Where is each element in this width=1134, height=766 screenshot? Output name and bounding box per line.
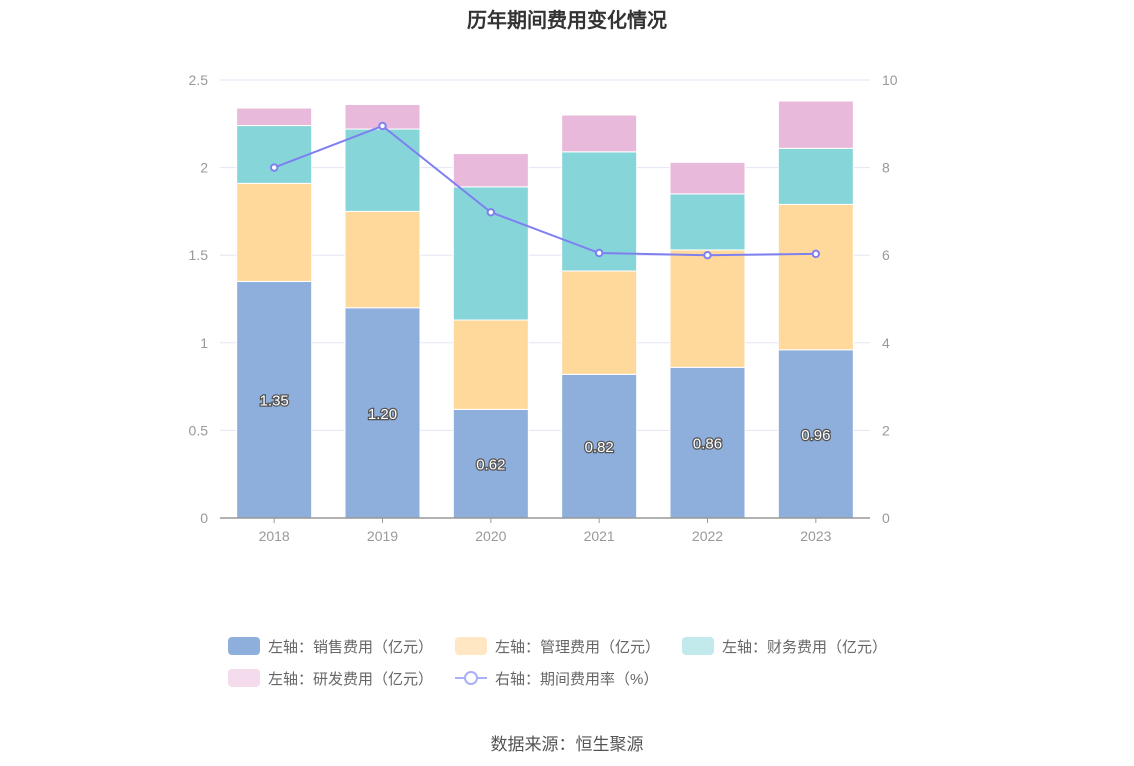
bar-segment bbox=[452, 186, 529, 321]
bar-segment bbox=[669, 249, 746, 368]
right-axis-tick-label: 0 bbox=[882, 510, 890, 526]
legend: 左轴：销售费用（亿元） 左轴：管理费用（亿元） 左轴：财务费用（亿元） 左轴：研… bbox=[228, 630, 948, 694]
bar-segment bbox=[669, 193, 746, 251]
left-axis-tick-label: 2.5 bbox=[189, 72, 209, 88]
bar-value-label: 0.86 bbox=[693, 436, 722, 453]
bar-value-label: 0.62 bbox=[476, 457, 505, 474]
legend-label-rnd: 左轴：研发费用（亿元） bbox=[268, 670, 434, 688]
legend-item-finance[interactable]: 左轴：财务费用（亿元） bbox=[682, 636, 887, 657]
legend-item-sales[interactable]: 左轴：销售费用（亿元） bbox=[228, 636, 433, 657]
legend-swatch-rate bbox=[455, 669, 488, 687]
left-axis-tick-label: 1.5 bbox=[189, 247, 209, 263]
rate-point bbox=[486, 208, 496, 217]
left-axis-tick-label: 2 bbox=[200, 160, 208, 176]
legend-swatch-finance bbox=[682, 637, 715, 655]
left-axis-tick-label: 1 bbox=[200, 335, 208, 351]
bar-segment bbox=[452, 408, 529, 519]
x-axis-tick-label: 2019 bbox=[367, 528, 398, 544]
x-axis-tick-label: 2022 bbox=[692, 528, 723, 544]
rate-point bbox=[594, 248, 604, 258]
right-axis-tick-label: 2 bbox=[882, 422, 890, 438]
legend-swatch-admin bbox=[455, 637, 488, 655]
bar-value-label: 0.82 bbox=[585, 439, 614, 456]
bar-segment bbox=[561, 270, 638, 375]
legend-swatch-sales bbox=[228, 637, 260, 655]
bar-segment bbox=[236, 125, 313, 184]
bar-value-label: 0.96 bbox=[801, 427, 830, 444]
right-axis-tick-label: 4 bbox=[882, 335, 890, 351]
chart-title: 历年期间费用变化情况 bbox=[467, 10, 667, 32]
x-axis-tick-label: 2018 bbox=[259, 528, 290, 544]
bar-segment bbox=[236, 107, 313, 127]
bar-segment bbox=[561, 373, 638, 519]
legend-label-admin: 左轴：管理费用（亿元） bbox=[495, 638, 661, 656]
bar-segment bbox=[344, 210, 421, 309]
bar-segment bbox=[561, 114, 638, 153]
legend-item-admin[interactable]: 左轴：管理费用（亿元） bbox=[455, 636, 660, 657]
bar-segment bbox=[777, 100, 854, 149]
bar-segment bbox=[452, 319, 529, 410]
legend-label-finance: 左轴：财务费用（亿元） bbox=[722, 638, 888, 656]
x-axis-tick-label: 2020 bbox=[475, 528, 506, 544]
source-note: 数据来源：恒生聚源 bbox=[490, 735, 644, 754]
right-axis-tick-label: 6 bbox=[882, 247, 890, 263]
bar-segment bbox=[236, 182, 313, 282]
right-axis-tick-label: 8 bbox=[882, 160, 890, 176]
bar-value-label: 1.20 bbox=[368, 406, 397, 423]
bar-segment bbox=[344, 128, 421, 212]
bar-segment bbox=[777, 203, 854, 351]
rate-point bbox=[378, 121, 387, 131]
bar-segment bbox=[344, 307, 421, 519]
data-labels: 1.35 1.20 0.62 0.82 0.86 0.96 bbox=[258, 391, 831, 474]
bar-segment bbox=[777, 349, 854, 519]
legend-swatch-rnd bbox=[228, 669, 260, 687]
bar-segment bbox=[669, 161, 746, 195]
legend-item-rnd[interactable]: 左轴：研发费用（亿元） bbox=[228, 668, 433, 689]
axes: 0 0.5 1 1.5 2 2.5 0 2 4 6 8 10 2018 2019 2020 2021 2022 2… bbox=[189, 72, 898, 544]
rate-line bbox=[269, 121, 821, 260]
legend-item-rate[interactable]: 右轴：期间费用率（%） bbox=[455, 668, 658, 689]
bars bbox=[236, 100, 854, 519]
bar-value-label: 1.35 bbox=[260, 393, 289, 410]
x-axis-tick-label: 2023 bbox=[800, 528, 831, 544]
rate-line-path bbox=[273, 124, 816, 257]
rate-point bbox=[703, 251, 712, 260]
legend-label-rate: 右轴：期间费用率（%） bbox=[495, 670, 659, 688]
chart-plot: 1.35 1.20 0.62 0.82 0.86 0.96 0 0.5 1 1.5 2 2.5 0 2 4… bbox=[189, 72, 898, 544]
left-axis-tick-label: 0 bbox=[200, 510, 208, 526]
right-axis-tick-label: 10 bbox=[882, 72, 898, 88]
rate-point bbox=[811, 249, 821, 259]
left-axis-tick-label: 0.5 bbox=[189, 422, 209, 438]
bar-segment bbox=[777, 147, 854, 205]
bar-segment bbox=[452, 153, 529, 188]
rate-point bbox=[269, 163, 279, 172]
bar-segment bbox=[236, 280, 313, 519]
legend-label-sales: 左轴：销售费用（亿元） bbox=[268, 638, 434, 656]
x-axis-tick-label: 2021 bbox=[584, 528, 615, 544]
